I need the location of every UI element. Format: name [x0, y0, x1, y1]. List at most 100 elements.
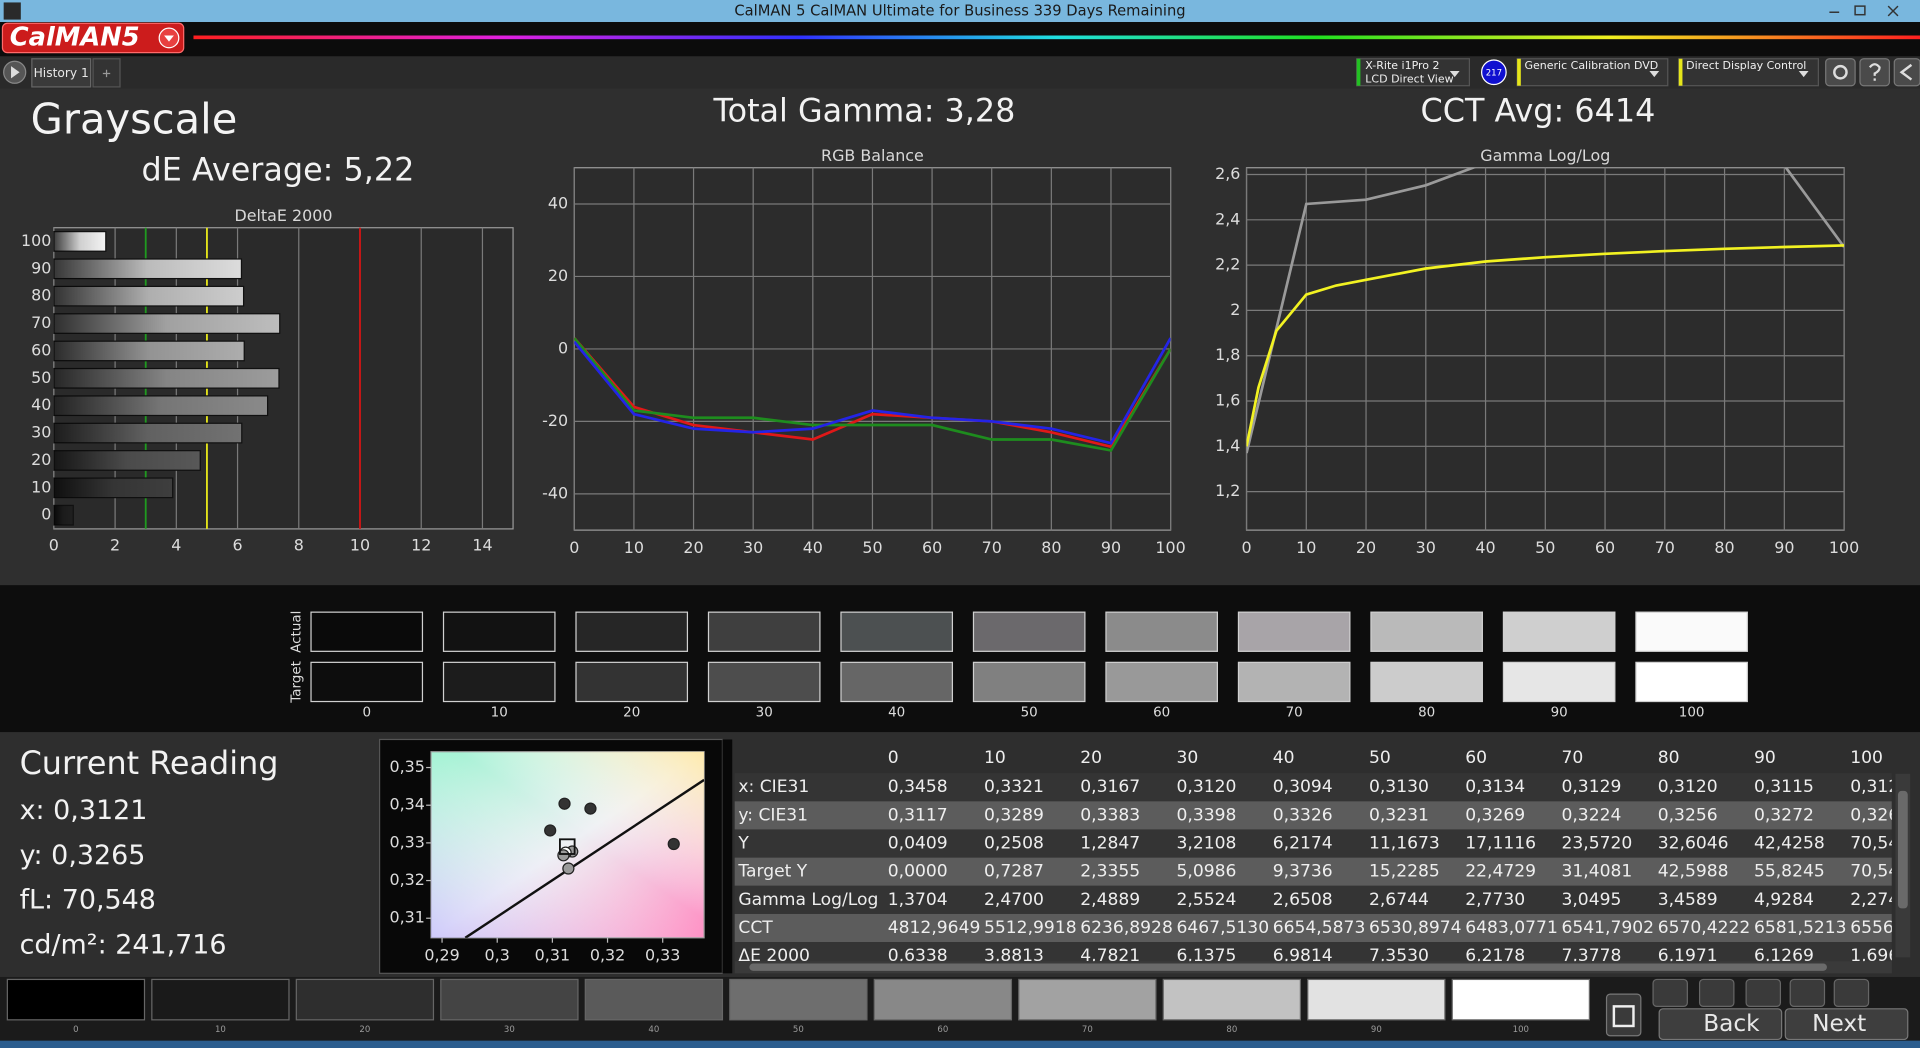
table-cell: 6236,8928 [1080, 918, 1173, 938]
pattern-button[interactable] [1451, 978, 1590, 1021]
x-tick-label: 90 [1774, 538, 1794, 557]
de-average: dE Average: 5,22 [142, 150, 415, 188]
pattern-button[interactable] [6, 978, 146, 1021]
window-controls[interactable] [1829, 5, 1899, 17]
x-tick-label: 6 [232, 536, 242, 555]
y-tick-label: 1,6 [1215, 391, 1240, 410]
status-bar [1517, 58, 1521, 86]
pattern-label: 100 [1513, 1025, 1529, 1035]
pattern-label: 60 [937, 1025, 948, 1035]
tab[interactable] [31, 58, 92, 88]
series-line [574, 337, 1171, 445]
table-cell: 6,2174 [1273, 834, 1333, 854]
collapse-icon [1899, 63, 1913, 81]
point [544, 824, 557, 837]
gamma-chart: 0 10 20 30 40 50 60 70 80 90 100 1,2 1,4 1,6 1,8 2 2,2 2,… [1215, 146, 1859, 557]
pattern-button[interactable] [729, 978, 868, 1021]
table-row [734, 913, 1892, 943]
table-cell: 0,3231 [1369, 805, 1429, 825]
settings-button[interactable] [1825, 58, 1856, 87]
column-header: 90 [1754, 748, 1776, 768]
table-cell: 2,6508 [1273, 890, 1333, 910]
data-table: 0 10 20 30 40 50 60 70 80 90 100 x: CIE31 0,3458 0,33… [734, 748, 1899, 962]
control-button[interactable] [1833, 978, 1870, 1007]
table-cell: 0,3115 [1754, 777, 1814, 797]
series-line [574, 337, 1171, 452]
table-cell: 0,3130 [1369, 777, 1429, 797]
table-cell: 2,6744 [1369, 890, 1429, 910]
chart-title: DeltaE 2000 [234, 206, 332, 225]
taskbar [0, 1040, 1920, 1048]
swatch-label: 90 [1551, 706, 1568, 721]
logo[interactable] [1, 22, 185, 54]
table-cell: 6556, [1850, 918, 1899, 938]
table-cell: 6541,7902 [1561, 918, 1654, 938]
meter-badge[interactable] [1481, 59, 1507, 86]
meter-badge-text: 217 [1486, 68, 1502, 78]
cie-chart: 0,29 0,3 0,31 0,32 0,33 0,31 0,32 0,33 0,34 0,35 [389, 751, 705, 965]
table-cell: 2,4700 [984, 890, 1044, 910]
rgb-chart: 0 10 20 30 40 50 60 70 80 90 100 -40 -20 0 20 40 RGB Bal… [542, 146, 1186, 557]
swatch-label: 0 [362, 706, 371, 721]
pattern-button[interactable] [584, 978, 724, 1021]
pattern-button[interactable] [1162, 978, 1302, 1021]
table-cell: 0,3134 [1465, 777, 1525, 797]
h-scroll-thumb[interactable] [749, 963, 1827, 971]
y-tick-label: 2,2 [1215, 255, 1240, 274]
back-button[interactable] [1658, 1008, 1783, 1041]
bar-shade [53, 368, 279, 389]
control-button[interactable] [1745, 978, 1782, 1007]
pattern-label: 70 [1082, 1025, 1093, 1035]
x-tick-label: 0,32 [590, 946, 625, 965]
x-tick-label: 50 [862, 538, 882, 557]
control-button[interactable] [1789, 978, 1826, 1007]
reading-line: fL: 70,548 [20, 885, 156, 916]
next-button[interactable] [1784, 1008, 1909, 1041]
swatch-label: 50 [1021, 706, 1038, 721]
table-cell: 6483,0771 [1465, 918, 1558, 938]
table-cell: 2,5524 [1176, 890, 1236, 910]
table-cell: 11,1673 [1369, 834, 1440, 854]
table-cell: 0,3321 [984, 777, 1044, 797]
pattern-button[interactable] [1307, 978, 1446, 1021]
table-cell: 32,6046 [1658, 834, 1729, 854]
meter-select[interactable] [1356, 58, 1470, 87]
x-tick-label: 0,3 [485, 946, 510, 965]
x-tick-label: 50 [1535, 538, 1555, 557]
v-scroll-thumb[interactable] [1897, 790, 1908, 909]
collapse-button[interactable] [1893, 58, 1920, 87]
x-tick-label: 70 [982, 538, 1002, 557]
dropdown-arrow [164, 35, 174, 42]
control-button[interactable] [1652, 978, 1688, 1007]
x-tick-label: 12 [411, 536, 431, 555]
pattern-button[interactable] [1018, 978, 1157, 1021]
table-cell: 1,2847 [1080, 834, 1140, 854]
reading-line: x: 0,3121 [20, 795, 148, 826]
x-tick-label: 0,33 [645, 946, 680, 965]
pattern-label: 40 [648, 1025, 659, 1035]
cie-divider [722, 739, 733, 974]
pattern-label: 30 [504, 1025, 515, 1035]
column-header: 100 [1850, 748, 1883, 768]
table-cell: 3,2108 [1176, 834, 1236, 854]
pattern-button[interactable] [440, 978, 579, 1021]
pattern-button[interactable] [873, 978, 1013, 1021]
swatch [1237, 611, 1351, 652]
control-button[interactable] [1698, 978, 1735, 1007]
pattern-button[interactable] [295, 978, 435, 1021]
table-cell: 17,1116 [1465, 834, 1536, 854]
display-name: Direct Display Control [1686, 59, 1806, 72]
row-label: Target Y [737, 862, 807, 882]
pattern-button[interactable] [151, 978, 290, 1021]
table-cell: 15,2285 [1369, 862, 1440, 882]
total-gamma: Total Gamma: 3,28 [713, 92, 1016, 130]
status-bar [1678, 58, 1683, 86]
table-cell: 23,5720 [1561, 834, 1632, 854]
stop-button[interactable] [1605, 993, 1642, 1037]
pattern-label: 20 [359, 1025, 370, 1035]
pattern-label: 0 [73, 1025, 78, 1035]
toolbar-buttons [1825, 58, 1920, 87]
swatch-label: 10 [491, 706, 508, 721]
swatch [840, 661, 954, 703]
table-cell: 6654,5873 [1273, 918, 1366, 938]
